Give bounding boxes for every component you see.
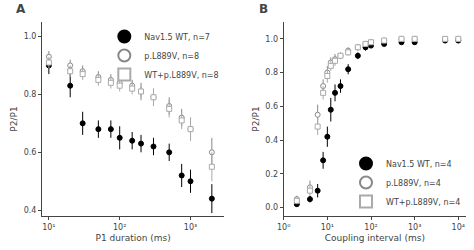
svg-text:0.6: 0.6 — [265, 102, 278, 111]
svg-text:WT+p.L889V, n=4: WT+p.L889V, n=4 — [386, 198, 460, 207]
svg-text:Coupling interval (ms): Coupling interval (ms) — [325, 233, 425, 243]
svg-text:P2/P1: P2/P1 — [251, 106, 261, 131]
svg-text:10³: 10³ — [408, 223, 421, 232]
svg-text:Nav1.5 WT, n=4: Nav1.5 WT, n=4 — [386, 160, 452, 169]
svg-text:p.L889V, n=8: p.L889V, n=8 — [144, 52, 199, 61]
svg-text:1.0: 1.0 — [265, 35, 278, 44]
svg-text:10²: 10² — [113, 223, 126, 232]
svg-text:10²: 10² — [364, 223, 377, 232]
svg-text:0.6: 0.6 — [24, 148, 37, 157]
svg-text:10³: 10³ — [184, 223, 197, 232]
svg-text:Nav1.5 WT, n=7: Nav1.5 WT, n=7 — [144, 33, 210, 42]
svg-text:1.0: 1.0 — [24, 32, 37, 41]
svg-text:P2/P1: P2/P1 — [9, 106, 19, 131]
svg-text:A: A — [16, 2, 26, 16]
svg-text:10⁴: 10⁴ — [452, 223, 465, 232]
svg-text:0.0: 0.0 — [265, 203, 278, 212]
svg-text:0.2: 0.2 — [265, 170, 278, 179]
svg-text:10⁰: 10⁰ — [277, 223, 290, 232]
svg-text:p.L889V, n=4: p.L889V, n=4 — [386, 179, 441, 188]
svg-text:0.4: 0.4 — [24, 206, 37, 215]
svg-text:P1 duration (ms): P1 duration (ms) — [96, 233, 171, 243]
svg-text:WT+p.L889V, n=8: WT+p.L889V, n=8 — [144, 71, 218, 80]
svg-text:0.4: 0.4 — [265, 136, 278, 145]
svg-text:0.8: 0.8 — [265, 68, 278, 77]
svg-text:B: B — [259, 2, 268, 16]
svg-text:10¹: 10¹ — [321, 223, 334, 232]
svg-text:10¹: 10¹ — [42, 223, 55, 232]
svg-text:0.8: 0.8 — [24, 90, 37, 99]
